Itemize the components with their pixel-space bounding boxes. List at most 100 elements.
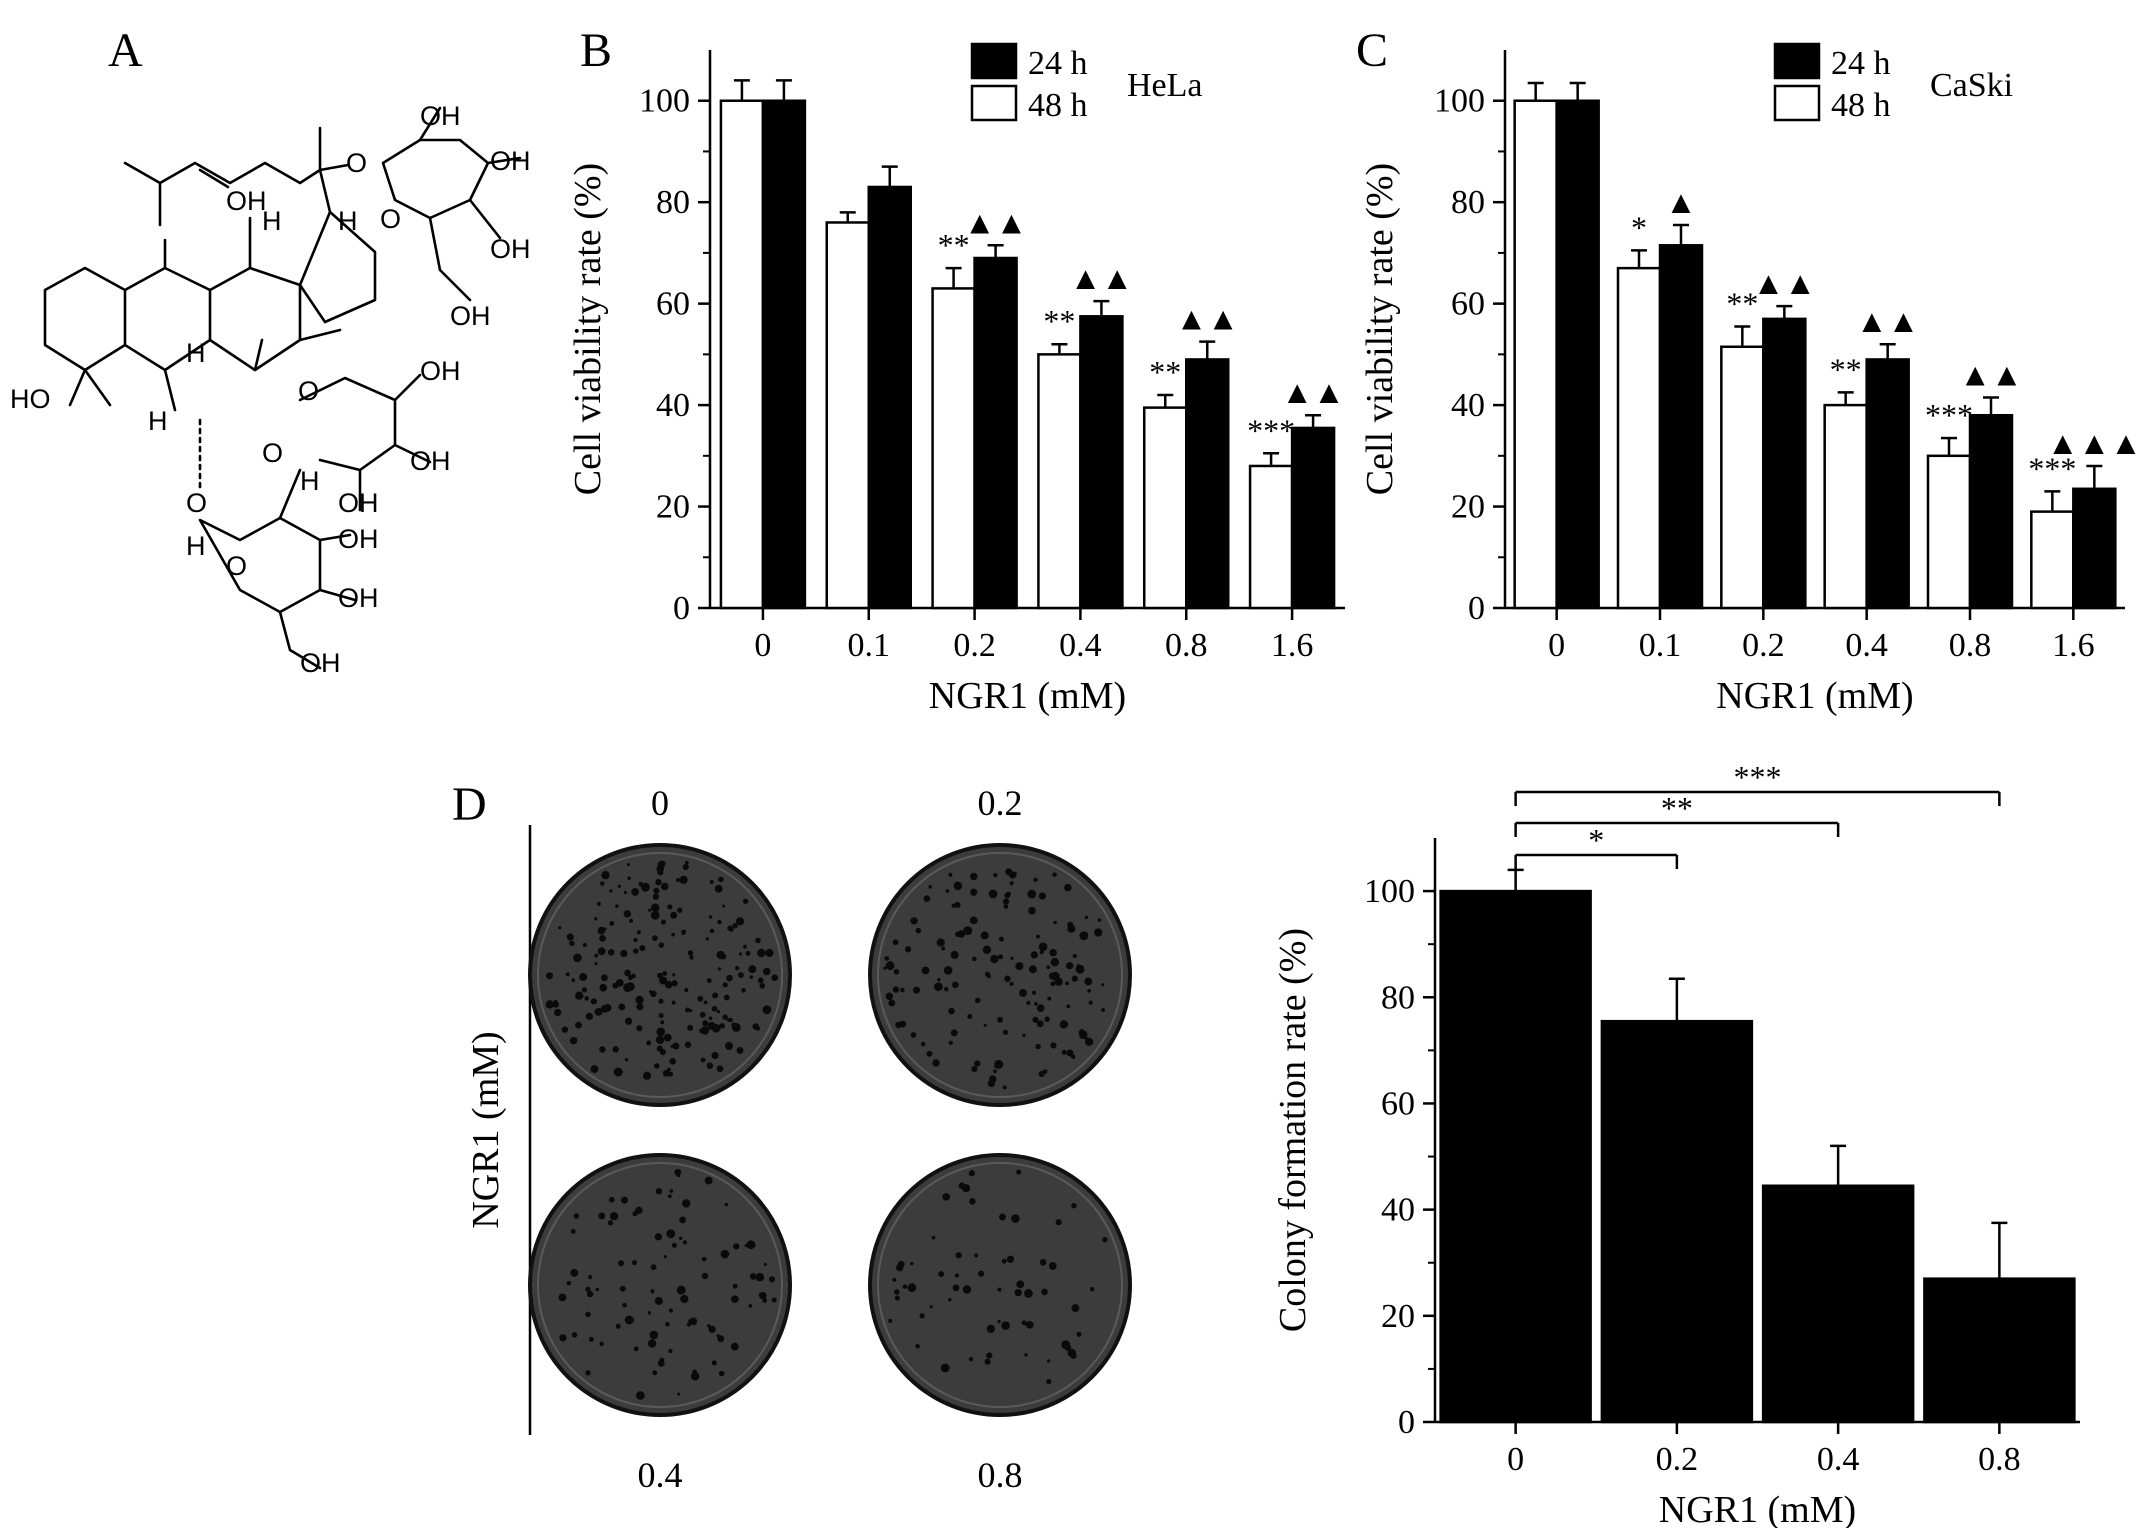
colony [648,990,653,994]
colony [982,945,992,954]
colony [702,1020,709,1027]
y-tick-label: 20 [656,489,690,526]
colony [1067,924,1076,933]
colony [1076,1331,1082,1337]
colony [1066,1049,1074,1057]
y-tick-label: 40 [1451,387,1485,424]
colony [942,1193,951,1201]
x-tick-label: 1.6 [1271,627,1314,664]
colony [915,1343,920,1349]
colony [769,1276,776,1283]
y-axis-label: Cell viability rate (%) [1359,163,1401,495]
atom-oh-right1: OH [490,146,531,176]
colony [636,930,641,935]
colony [1002,1029,1009,1035]
atom-xylose-oh2: OH [410,446,451,476]
atom-oh-ch2: OH [450,301,491,331]
legend-swatch-48h [1773,84,1821,122]
colony [666,1229,676,1239]
colony [1039,950,1044,955]
colony [681,929,687,935]
panel-label-a: A [108,24,143,77]
colony [655,1187,663,1195]
dish-rim [537,1162,783,1408]
bracket-label: ** [1661,790,1693,826]
x-tick-label: 0.8 [1165,627,1208,664]
colony [730,1295,739,1304]
colony [741,988,746,993]
y-tick-label: 80 [1381,979,1415,1016]
colony [948,1297,952,1302]
colony [993,872,998,878]
colony [936,938,945,947]
colony [952,981,959,989]
colony [984,1358,991,1365]
colony [623,910,632,918]
colony [690,1371,700,1381]
colony [1087,988,1092,993]
colony [682,1199,691,1208]
colony [624,1057,629,1062]
colony [910,1032,917,1038]
colony [755,937,761,944]
colony [601,871,610,880]
colony [948,1040,953,1045]
colony [588,1274,593,1280]
colony [763,967,771,976]
colony [1038,1070,1045,1077]
dish-rim [877,1162,1123,1408]
colony [701,1272,709,1280]
colony [652,935,658,941]
colony [599,983,608,992]
colony [624,1017,633,1025]
colony [907,1283,917,1293]
significance-mark: ** [1830,351,1862,387]
colony [988,889,998,899]
colony [923,895,931,902]
colony [707,1021,716,1030]
bar [1865,358,1910,610]
dish-1 [868,843,1132,1107]
bar [1079,315,1124,610]
bar [1439,889,1592,1424]
colony [892,986,900,993]
colony [912,986,921,994]
colony [734,965,740,971]
colony [679,875,688,885]
colony [1064,1344,1072,1351]
colony [597,947,606,956]
colony [600,881,605,886]
colony [624,969,631,977]
colony [730,1342,739,1351]
colony [615,904,619,908]
x-tick-label: 0 [1548,627,1565,664]
colony [765,951,770,956]
x-tick-label: 1.6 [2052,627,2095,664]
colony [953,881,963,891]
colony [1021,1320,1027,1326]
significance-mark: *** [2028,450,2076,486]
colony [1084,915,1089,920]
chemical-structure: OH OH OH OH OH O O H H H HO H O O OH OH … [10,101,531,678]
colony [717,1335,725,1343]
colony [671,1000,676,1005]
colony [1072,954,1077,959]
colony [900,987,905,993]
panel-label-d: D [452,778,487,831]
colony [581,987,588,993]
colony [944,986,949,992]
colony [1071,1304,1080,1313]
colony [628,976,633,981]
y-tick-label: 0 [673,590,690,627]
colony [1102,1237,1108,1243]
colony [993,1069,997,1074]
colony [716,1009,721,1014]
colony [883,966,887,970]
colony [650,1264,657,1271]
dish-rim [537,852,783,1098]
colony [1097,918,1102,922]
bar [1600,1019,1754,1424]
colony [738,972,744,978]
colony [594,917,598,921]
colony [1032,1016,1039,1023]
